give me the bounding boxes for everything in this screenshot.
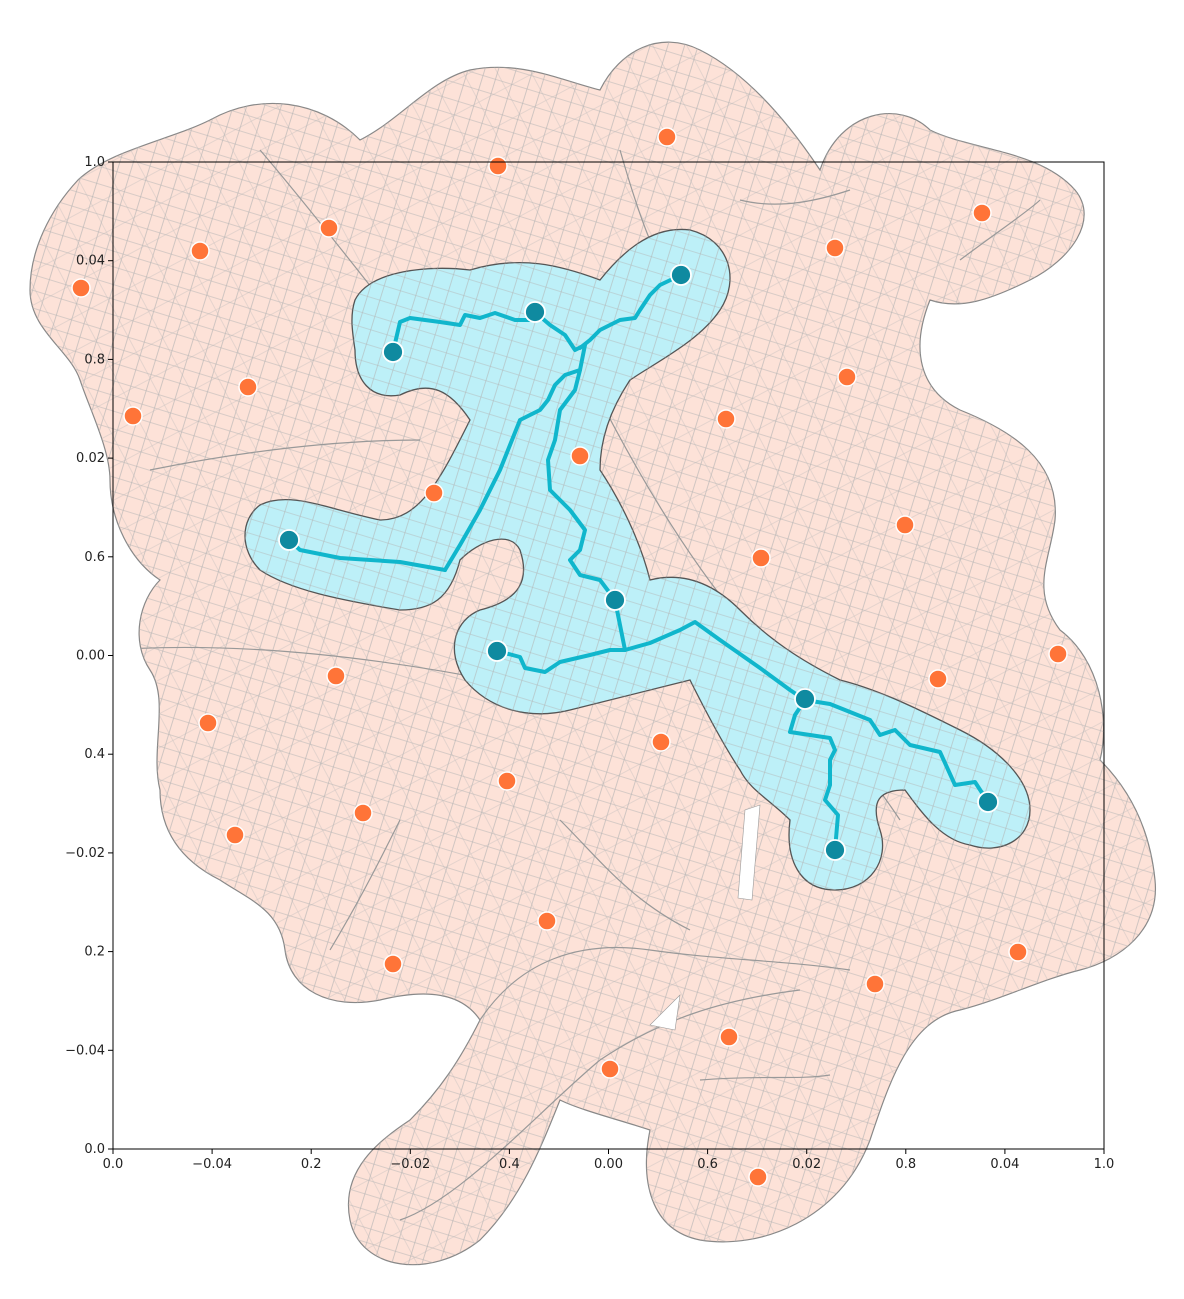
y-tick-label: 1.0 <box>84 155 105 170</box>
candidate-site-marker <box>865 974 885 994</box>
x-tick-label: 0.0 <box>103 1157 124 1172</box>
x-tick-label: 0.04 <box>990 1157 1019 1172</box>
candidate-site-marker <box>326 666 346 686</box>
candidate-site-marker <box>424 483 444 503</box>
candidate-site-marker <box>190 241 210 261</box>
selected-site-marker <box>604 589 626 611</box>
candidate-site-marker <box>383 954 403 974</box>
selected-sites <box>278 264 999 861</box>
axes-ticks: 0.0 0.2 0.4 0.6 0.8 1.0 0.0 0.2 0.4 0.6 0.8 1.0 −0.0… <box>65 155 1114 1172</box>
route-segment <box>546 368 617 602</box>
candidate-site-marker <box>748 1167 768 1187</box>
candidate-site-marker <box>895 515 915 535</box>
candidate-site-marker <box>319 218 339 238</box>
candidate-site-marker <box>570 446 590 466</box>
candidate-site-marker <box>537 911 557 931</box>
x-tick-label: 1.0 <box>1094 1157 1115 1172</box>
y-tick-label: 0.6 <box>84 550 105 565</box>
candidate-site-marker <box>751 548 771 568</box>
candidate-site-marker <box>837 367 857 387</box>
candidate-site-marker <box>972 203 992 223</box>
route-segment <box>578 273 683 350</box>
x-tick-label: 0.8 <box>895 1157 916 1172</box>
y-tick-label: 0.04 <box>76 254 105 269</box>
route-segment <box>803 698 990 804</box>
candidate-site-marker <box>600 1059 620 1079</box>
y-tick-label: 0.4 <box>84 747 105 762</box>
y-tick-label: −0.02 <box>65 846 105 861</box>
route-segment <box>788 698 840 852</box>
candidate-site-marker <box>719 1027 739 1047</box>
candidate-site-marker <box>657 127 677 147</box>
candidate-site-marker <box>928 669 948 689</box>
candidate-site-marker <box>71 278 91 298</box>
selected-site-marker <box>382 341 404 363</box>
selected-site-marker <box>278 529 300 551</box>
route-segment <box>443 310 587 572</box>
x-tick-label: 0.4 <box>499 1157 520 1172</box>
y-tick-label: 0.8 <box>84 352 105 367</box>
route-segment <box>495 620 807 702</box>
y-tick-label: 0.0 <box>84 1142 105 1157</box>
x-tick-label: 0.6 <box>697 1157 718 1172</box>
x-tick-label: 0.00 <box>594 1157 623 1172</box>
candidate-site-marker <box>123 406 143 426</box>
x-tick-label: −0.04 <box>192 1157 232 1172</box>
candidate-site-marker <box>651 732 671 752</box>
y-tick-label: 0.00 <box>76 649 105 664</box>
candidate-site-marker <box>238 377 258 397</box>
candidate-site-marker <box>225 825 245 845</box>
x-tick-label: 0.02 <box>792 1157 821 1172</box>
x-tick-label: 0.2 <box>301 1157 322 1172</box>
selected-site-marker <box>486 640 508 662</box>
route-network <box>287 273 990 852</box>
candidate-site-marker <box>1048 644 1068 664</box>
candidate-site-marker <box>716 409 736 429</box>
candidate-site-marker <box>497 771 517 791</box>
candidate-site-marker <box>198 713 218 733</box>
selected-site-marker <box>670 264 692 286</box>
candidate-sites <box>71 127 1068 1187</box>
selected-site-marker <box>524 301 546 323</box>
candidate-site-marker <box>353 803 373 823</box>
route-segment <box>391 310 537 354</box>
x-tick-label: −0.02 <box>390 1157 430 1172</box>
y-tick-label: 0.02 <box>76 451 105 466</box>
y-tick-label: −0.04 <box>65 1043 105 1058</box>
selected-site-marker <box>794 688 816 710</box>
candidate-site-marker <box>1008 942 1028 962</box>
candidate-site-marker <box>488 156 508 176</box>
selected-site-marker <box>824 839 846 861</box>
candidate-site-marker <box>825 238 845 258</box>
selected-site-marker <box>977 791 999 813</box>
y-tick-label: 0.2 <box>84 945 105 960</box>
